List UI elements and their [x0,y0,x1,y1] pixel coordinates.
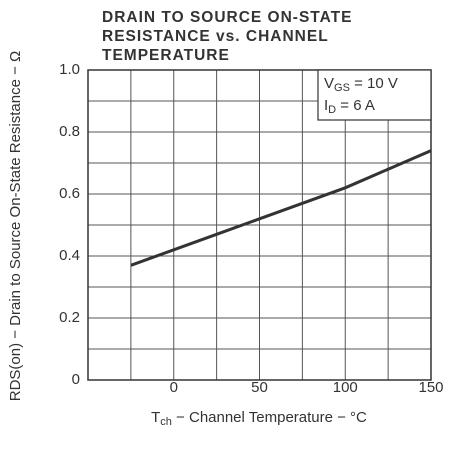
x-axis-label: Tch − Channel Temperature − °C [151,409,367,428]
y-tick-label: 0 [72,371,80,388]
y-tick-label: 0.2 [59,309,80,326]
x-axis-label-part: T [151,409,160,426]
annotation-box [317,69,432,121]
y-axis-label: RDS(on) − Drain to Source On-State Resis… [7,51,24,402]
y-tick-label: 0.8 [59,123,80,140]
annotation-part: D [328,104,336,116]
x-tick-label: 50 [251,379,268,396]
plot-frame [87,69,432,381]
y-tick-label: 0.4 [59,247,80,264]
y-tick-label: 1.0 [59,61,80,78]
x-axis-label-part: ch [160,416,172,428]
x-tick-label: 0 [170,379,178,396]
annotation-part: I [324,97,328,114]
x-axis-label-part: − Channel Temperature − °C [172,409,367,426]
chart-title: TEMPERATURE [102,47,230,64]
line-series [130,149,432,267]
annotation-part: GS [334,82,350,94]
x-tick-label: 100 [333,379,358,396]
annotation-part: = 10 V [350,75,398,92]
annotation-part: V [324,75,334,92]
annotation-part: = 6 A [336,97,375,114]
x-tick-label: 150 [418,379,443,396]
chart-title: DRAIN TO SOURCE ON-STATE [102,9,352,26]
annotation: ID = 6 A [324,97,375,116]
y-tick-label: 0.6 [59,185,80,202]
annotation: VGS = 10 V [324,75,398,94]
chart-title: RESISTANCE vs. CHANNEL [102,28,329,45]
